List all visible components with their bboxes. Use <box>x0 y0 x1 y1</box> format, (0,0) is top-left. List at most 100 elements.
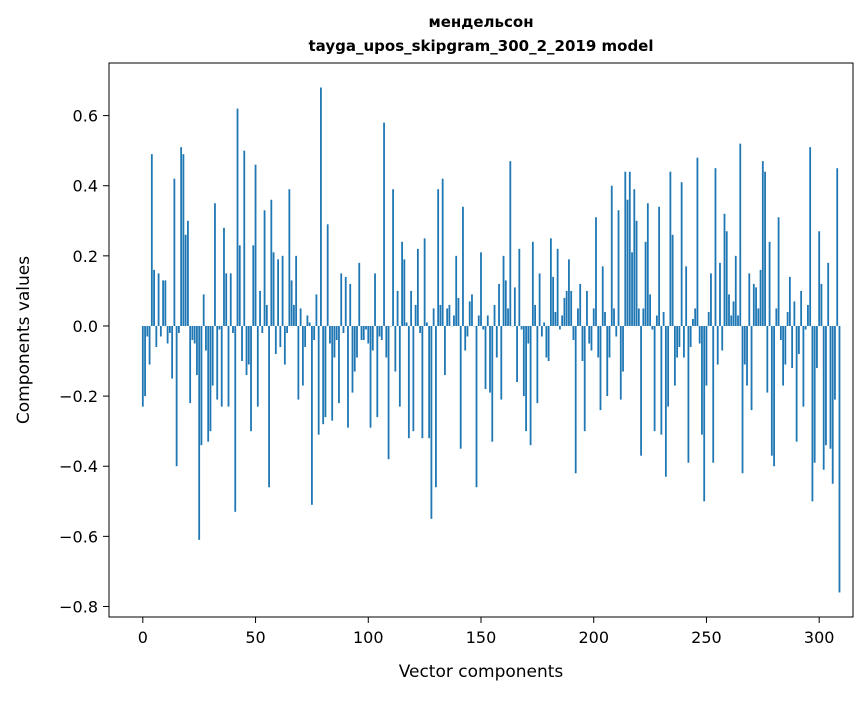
bar <box>476 326 478 487</box>
bar <box>435 326 437 487</box>
bar <box>728 294 730 326</box>
bar <box>555 312 557 326</box>
bar <box>825 326 827 445</box>
bar <box>162 280 164 326</box>
bar <box>261 326 263 333</box>
bar <box>363 326 365 340</box>
bar <box>622 326 624 372</box>
bar <box>345 277 347 326</box>
bar <box>780 326 782 340</box>
bar <box>385 326 387 358</box>
bar <box>264 210 266 326</box>
bar <box>669 172 671 326</box>
bar <box>219 326 221 330</box>
bar <box>692 319 694 326</box>
bar <box>570 291 572 326</box>
bar <box>320 88 322 326</box>
bar <box>322 326 324 424</box>
bar <box>769 242 771 326</box>
bar <box>557 249 559 326</box>
bar <box>577 308 579 326</box>
bar <box>176 326 178 466</box>
bar <box>325 326 327 417</box>
bar <box>458 298 460 326</box>
bar <box>658 207 660 326</box>
bar <box>275 326 277 354</box>
chart-title-line-2: tayga_upos_skipgram_300_2_2019 model <box>309 37 654 55</box>
bar <box>771 326 773 456</box>
bar <box>338 326 340 403</box>
plot-frame <box>109 63 853 617</box>
bar <box>505 280 507 326</box>
bar <box>715 168 717 326</box>
bar <box>417 249 419 326</box>
bar <box>343 326 345 333</box>
bar <box>793 301 795 326</box>
bar <box>523 326 525 396</box>
bar <box>331 326 333 421</box>
bar <box>433 308 435 326</box>
bar <box>237 109 239 326</box>
bar <box>534 305 536 326</box>
bar <box>717 326 719 365</box>
x-tick-label: 250 <box>691 628 722 647</box>
bar <box>787 312 789 326</box>
bar <box>340 273 342 326</box>
bar <box>809 147 811 326</box>
bar <box>297 326 299 400</box>
bar <box>609 326 611 358</box>
bar <box>697 158 699 326</box>
bar <box>471 294 473 326</box>
bar <box>169 326 171 333</box>
bar <box>575 326 577 473</box>
x-tick-label: 150 <box>466 628 497 647</box>
bar <box>796 326 798 442</box>
bar <box>442 179 444 326</box>
y-tick-label: −0.2 <box>59 387 98 406</box>
bar <box>527 326 529 344</box>
bar <box>196 326 198 375</box>
bar <box>449 305 451 326</box>
y-axis-label: Components values <box>14 256 34 424</box>
bar <box>334 326 336 358</box>
bar <box>582 326 584 361</box>
bar <box>719 263 721 326</box>
bar <box>455 256 457 326</box>
y-tick-label: 0.6 <box>73 107 98 126</box>
bar <box>568 259 570 326</box>
bar <box>690 326 692 347</box>
bar <box>424 238 426 326</box>
bar <box>724 214 726 326</box>
bar <box>760 270 762 326</box>
bar <box>216 326 218 400</box>
bar <box>710 273 712 326</box>
bar <box>573 326 575 340</box>
bar <box>821 284 823 326</box>
bar <box>192 326 194 340</box>
bar <box>354 326 356 372</box>
bar <box>541 326 543 337</box>
bar <box>415 305 417 326</box>
bar <box>638 308 640 326</box>
bar <box>618 210 620 326</box>
bar <box>525 326 527 431</box>
bar <box>656 315 658 326</box>
bar <box>600 326 602 410</box>
bar <box>827 263 829 326</box>
bar <box>277 259 279 326</box>
bar <box>647 203 649 326</box>
bar <box>784 326 786 365</box>
bar <box>681 182 683 326</box>
bar <box>597 326 599 358</box>
bar <box>775 308 777 326</box>
bar <box>543 322 545 326</box>
bar <box>679 326 681 347</box>
bar <box>234 326 236 512</box>
bar <box>248 326 250 365</box>
bar <box>706 326 708 386</box>
bar <box>293 305 295 326</box>
bar <box>381 326 383 340</box>
bar <box>812 326 814 501</box>
bar <box>406 322 408 326</box>
